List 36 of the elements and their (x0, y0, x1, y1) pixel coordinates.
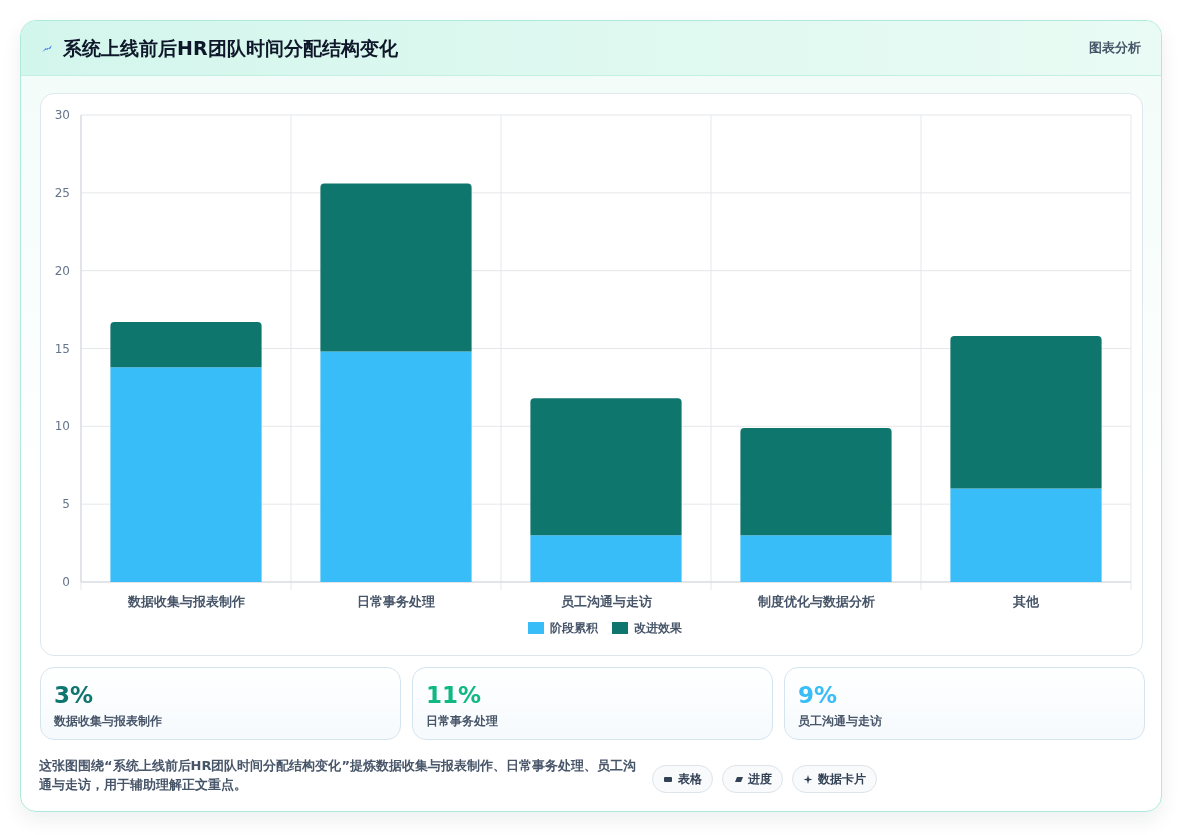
text: 3% (54, 681, 94, 709)
y-tick-label: 30 (54, 108, 70, 122)
chart-title: 系统上线前后HR团队时间分配结构变化 (63, 36, 398, 60)
x-tick-label: 员工沟通与走访 (560, 593, 652, 609)
x-tick-label: 其他 (1012, 593, 1040, 609)
text: 数据收集与报表制作 (54, 713, 162, 729)
legend-label: 阶段累积 (550, 621, 599, 635)
y-tick-label: 20 (54, 263, 70, 278)
text: 表格 (678, 770, 702, 788)
bar (740, 535, 892, 582)
text: 11% (426, 681, 482, 709)
bar (740, 427, 892, 536)
x-tick-label: 数据收集与报表制作 (126, 593, 245, 609)
text: 图表分析 (1089, 40, 1141, 56)
bar (530, 398, 682, 536)
text: 员工沟通与走访 (798, 713, 882, 729)
x-tick-label: 制度优化与数据分析 (756, 593, 875, 609)
y-tick-label: 25 (54, 185, 70, 200)
bar (320, 351, 472, 582)
text: 数据卡片 (818, 770, 866, 788)
bar (950, 488, 1102, 582)
y-tick-label: 10 (54, 419, 70, 434)
text: 9% (798, 681, 838, 709)
y-tick-label: 0 (62, 575, 70, 589)
text: 进度 (748, 770, 772, 788)
text: 这张图围绕“系统上线前后HR团队时间分配结构变化”提炼数据收集与报表制作、日常事务处理、员工沟通与走访，用于辅助理解正文重点。 (39, 757, 637, 794)
y-tick-label: 5 (62, 497, 70, 512)
y-tick-label: 15 (54, 341, 70, 356)
bar (950, 336, 1102, 489)
text: 日常事务处理 (426, 713, 498, 729)
legend-label: 改进效果 (634, 621, 683, 635)
bar (110, 322, 262, 368)
bar (320, 183, 472, 352)
bar (110, 367, 262, 582)
x-tick-label: 日常事务处理 (357, 593, 435, 609)
bar (530, 535, 682, 582)
